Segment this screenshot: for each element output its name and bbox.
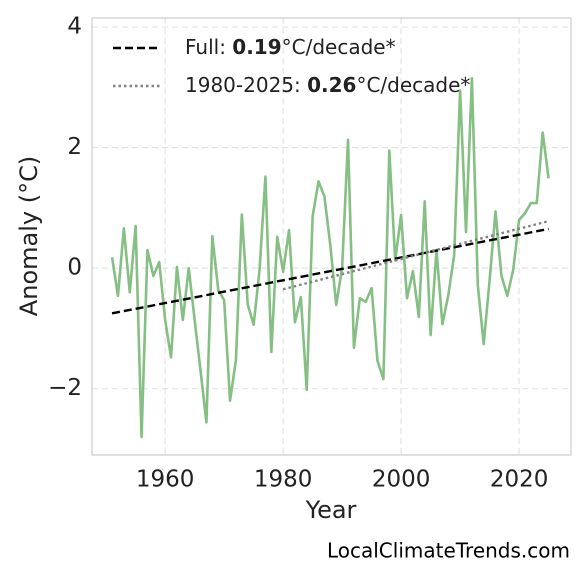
x-tick-label: 1980 — [254, 467, 313, 493]
trend-line — [282, 219, 549, 291]
y-tick-label: −2 — [48, 375, 82, 401]
plot-area — [110, 76, 550, 439]
plot-frame — [91, 17, 572, 456]
legend-label: 1980-2025: 0.26°C/decade* — [185, 73, 470, 97]
legend-text: Full: — [185, 35, 232, 59]
legend-text: 0.19 — [232, 35, 281, 59]
legend-text: °C/decade* — [356, 73, 470, 97]
y-tick-label: 4 — [67, 14, 82, 40]
x-tick-label: 2020 — [490, 467, 549, 493]
trend-line — [111, 227, 549, 315]
y-axis-label: Anomaly (°C) — [15, 156, 43, 316]
legend-text: 1980-2025: — [185, 73, 307, 97]
footer: LocalClimateTrends.com — [327, 539, 570, 563]
grid — [92, 18, 571, 455]
legend-text: °C/decade* — [282, 35, 396, 59]
legend-text: 0.26 — [307, 73, 356, 97]
x-axis-label: Year — [305, 496, 357, 524]
y-tick-label: 0 — [67, 255, 82, 281]
y-tick-label: 2 — [67, 134, 82, 160]
x-tick-label: 1960 — [136, 467, 195, 493]
data-line — [110, 76, 550, 439]
legend-label: Full: 0.19°C/decade* — [185, 35, 396, 59]
x-tick-label: 2000 — [372, 467, 431, 493]
